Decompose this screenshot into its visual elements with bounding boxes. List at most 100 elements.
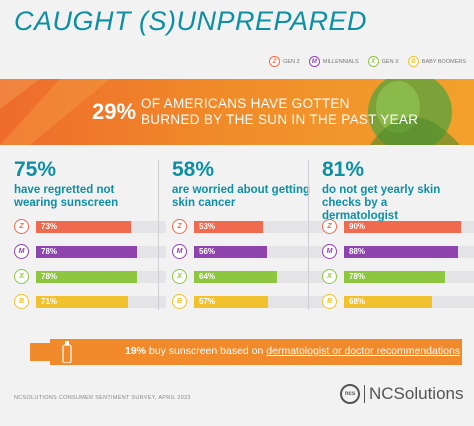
bar-track: 53% <box>194 221 324 233</box>
bar-track: 73% <box>36 221 166 233</box>
callout-body: buy sunscreen based on <box>148 345 264 357</box>
bar <box>194 246 267 258</box>
bar-row: M 88% <box>322 244 474 259</box>
bar-category-marker: X <box>322 269 337 284</box>
bar-category-marker: M <box>172 244 187 259</box>
callout-link: dermatologist or doctor recommendations <box>266 345 461 357</box>
legend-label: MILLENNIALS <box>322 58 359 65</box>
column-divider <box>308 160 309 310</box>
legend-label: BABY BOOMERS <box>421 58 466 65</box>
bar-value-label: 56% <box>199 247 216 256</box>
bar-value-label: 68% <box>349 297 366 306</box>
stat-headline: 75% <box>14 158 57 181</box>
bar-row: B 57% <box>172 294 332 309</box>
bar-track: 57% <box>194 296 324 308</box>
legend-item: B BABY BOOMERS <box>407 56 466 67</box>
bar-category-marker: X <box>14 269 29 284</box>
callout-banner: 19% buy sunscreen based on dermatologist… <box>50 339 462 365</box>
bar-category-marker: B <box>172 294 187 309</box>
bar-value-label: 64% <box>199 272 216 281</box>
bar <box>344 246 459 258</box>
bar-value-label: 73% <box>41 222 58 231</box>
bar-category-marker: X <box>172 269 187 284</box>
callout-text: 19% buy sunscreen based on dermatologist… <box>125 345 460 357</box>
bar-track: 56% <box>194 246 324 258</box>
stat-description: do not get yearly skin checks by a derma… <box>322 184 441 222</box>
bar <box>194 221 263 233</box>
bar <box>194 271 278 283</box>
bar-track: 68% <box>344 296 474 308</box>
legend-marker: B <box>407 56 419 67</box>
banner-percentage: 29% <box>92 99 137 124</box>
banner-text: OF AMERICANS HAVE GOTTEN BURNED BY THE S… <box>141 96 418 128</box>
bar-value-label: 78% <box>41 247 58 256</box>
bar <box>36 246 138 258</box>
bar-row: B 71% <box>14 294 174 309</box>
bar-track: 64% <box>194 271 324 283</box>
bar <box>36 296 129 308</box>
stat-block: 81% do not get yearly skin checks by a de… <box>322 158 462 223</box>
stat-block: 75% have regretted not wearing sunscreen <box>14 158 154 210</box>
stat-description: have regretted not wearing sunscreen <box>14 184 119 209</box>
bar <box>344 271 446 283</box>
logo-separator <box>364 385 365 403</box>
column-divider <box>158 160 159 310</box>
page-title: Caught (S)unprepared <box>14 6 368 36</box>
banner-line-1: OF AMERICANS HAVE GOTTEN <box>141 96 350 111</box>
bar-value-label: 57% <box>199 297 216 306</box>
sunscreen-bottle-icon <box>62 341 72 363</box>
banner-line-2: BURNED BY THE SUN IN THE PAST YEAR <box>141 112 419 127</box>
bar-category-marker: B <box>322 294 337 309</box>
bar-row: Z 53% <box>172 219 332 234</box>
bar-category-marker: M <box>14 244 29 259</box>
bar-value-label: 90% <box>349 222 366 231</box>
source-footer: NCSOLUTIONS CONSUMER SENTIMENT SURVEY, A… <box>14 395 191 401</box>
bar <box>194 296 269 308</box>
bar-value-label: 53% <box>199 222 216 231</box>
bar-track: 78% <box>36 246 166 258</box>
legend-marker: M <box>308 56 320 67</box>
bar-value-label: 78% <box>41 272 58 281</box>
legend-item: X GEN X <box>367 56 399 67</box>
bar-track: 78% <box>36 271 166 283</box>
bar-row: X 78% <box>322 269 474 284</box>
legend: Z GEN Z M MILLENNIALS X GEN X B BABY BOOMERS <box>269 56 466 67</box>
bar-track: 90% <box>344 221 474 233</box>
logo-mark: ncs <box>340 384 360 404</box>
sun-rays-decoration <box>0 79 460 145</box>
bar-category-marker: Z <box>322 219 337 234</box>
bar-category-marker: B <box>14 294 29 309</box>
bar-value-label: 71% <box>41 297 58 306</box>
bar-row: Z 73% <box>14 219 174 234</box>
stat-headline: 81% <box>322 158 365 181</box>
bar-row: X 64% <box>172 269 332 284</box>
stat-description: are worried about getting skin cancer <box>172 184 311 209</box>
callout-tab <box>30 343 52 361</box>
legend-marker: X <box>367 56 379 67</box>
callout-percentage: 19% <box>125 345 147 357</box>
bar <box>344 296 433 308</box>
bar-value-label: 78% <box>349 272 366 281</box>
legend-item: Z GEN Z <box>269 56 300 67</box>
bar-row: Z 90% <box>322 219 474 234</box>
bar-row: X 78% <box>14 269 174 284</box>
bar <box>36 221 131 233</box>
stat-headline: 58% <box>172 158 215 181</box>
legend-marker: Z <box>269 56 281 67</box>
logo-text: NCSolutions <box>369 384 464 403</box>
bar-track: 88% <box>344 246 474 258</box>
bar-category-marker: M <box>322 244 337 259</box>
legend-label: GEN Z <box>283 58 300 65</box>
legend-item: M MILLENNIALS <box>308 56 359 67</box>
headline-banner: 29% OF AMERICANS HAVE GOTTEN BURNED BY T… <box>0 79 474 145</box>
brand-logo: ncs NCSolutions <box>340 384 464 404</box>
bar-track: 78% <box>344 271 474 283</box>
bar-category-marker: Z <box>172 219 187 234</box>
bar-value-label: 88% <box>349 247 366 256</box>
bar <box>344 221 461 233</box>
bar-row: M 78% <box>14 244 174 259</box>
stat-block: 58% are worried about getting skin cancer <box>172 158 312 210</box>
bar <box>36 271 138 283</box>
bar-category-marker: Z <box>14 219 29 234</box>
bar-row: M 56% <box>172 244 332 259</box>
